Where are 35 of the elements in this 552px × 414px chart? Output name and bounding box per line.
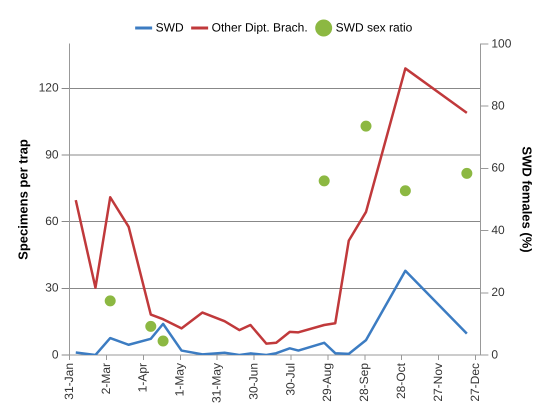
x-tick-label: 30-Jul xyxy=(283,362,298,396)
x-tick-label: 29-Aug xyxy=(320,362,334,402)
legend-label: Other Dipt. Brach. xyxy=(212,20,308,34)
y-tick-label: 60 xyxy=(45,214,59,228)
x-tick-label: 1-Apr xyxy=(136,362,150,392)
point xyxy=(461,168,472,179)
x-tick-label: 28-Sep xyxy=(357,362,372,402)
x-tick-label: 2-Mar xyxy=(98,362,113,394)
y2-tick-label: 100 xyxy=(491,36,512,50)
y2-tick-label: 0 xyxy=(491,347,498,362)
y-tick-label: 120 xyxy=(38,80,59,95)
y-tick-label: 0 xyxy=(52,347,59,362)
x-tick-label: 27-Dec xyxy=(468,362,482,402)
y-axis-title: Specimens per trap xyxy=(15,139,30,260)
y2-axis-title: SWD females (%) xyxy=(520,146,535,253)
point xyxy=(145,320,156,332)
x-tick-label: 31-May xyxy=(210,362,224,403)
y2-tick-label: 20 xyxy=(491,285,506,300)
legend-label: SWD xyxy=(156,20,184,34)
y2-tick-label: 80 xyxy=(491,98,506,113)
x-tick-label: 30-Jun xyxy=(246,362,260,400)
point xyxy=(318,175,330,186)
y2-tick-label: 40 xyxy=(491,222,506,237)
point xyxy=(104,295,116,306)
y2-tick-label: 60 xyxy=(491,160,506,175)
point xyxy=(360,120,372,132)
y-tick-label: 90 xyxy=(45,147,59,162)
y-tick-label: 30 xyxy=(45,280,59,295)
x-tick-label: 27-Nov xyxy=(430,362,445,402)
point xyxy=(158,335,169,346)
point xyxy=(400,185,411,196)
x-tick-label: 1-May xyxy=(172,362,187,396)
legend-label: SWD sex ratio xyxy=(336,20,413,34)
x-tick-label: 28-Oct xyxy=(394,362,408,399)
x-tick-label: 31-Jan xyxy=(62,362,76,400)
